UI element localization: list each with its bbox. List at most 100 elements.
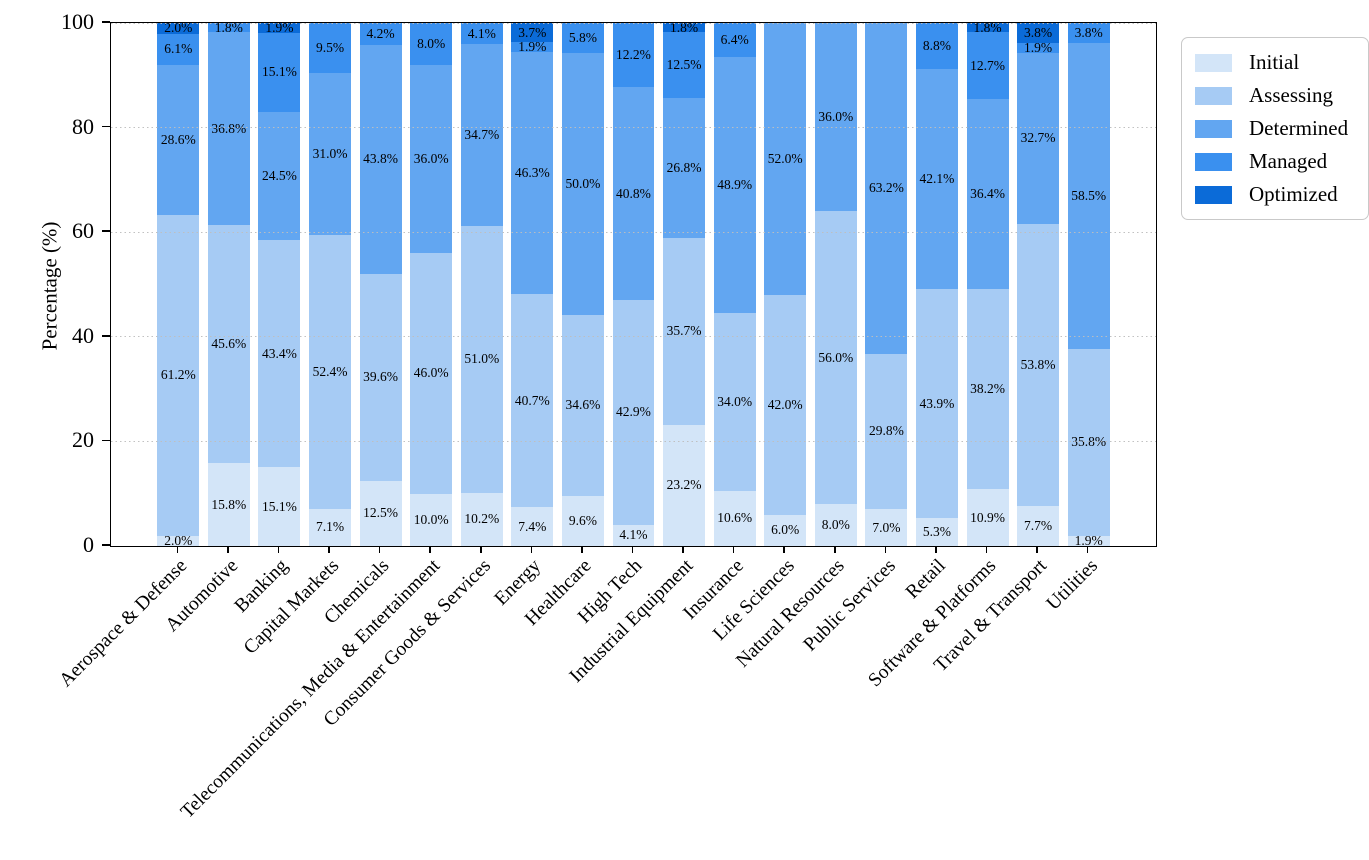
bar-segment-initial: 6.0% xyxy=(764,514,807,546)
bar-segment-assessing: 43.4% xyxy=(258,240,301,468)
bar-value-label: 23.2% xyxy=(666,477,702,493)
stacked-bar: 10.6% 34.0% 48.9% 6.4% xyxy=(713,23,756,546)
bar-slot: 1.9% 35.8% 58.5% 3.8% xyxy=(1063,23,1114,548)
legend-label: Initial xyxy=(1249,50,1300,74)
bar-segment-managed: 4.2% xyxy=(359,23,402,45)
bar-segment-managed: 3.8% xyxy=(1067,23,1110,43)
bar-value-label: 1.9% xyxy=(265,19,294,35)
bar-value-label: 12.5% xyxy=(363,505,399,521)
bar-segment-initial: 8.0% xyxy=(814,504,857,546)
bar-value-label: 63.2% xyxy=(868,180,904,196)
bar-segment-managed: 6.4% xyxy=(713,23,756,57)
stacked-bar: 6.0% 42.0% 52.0% xyxy=(764,23,807,546)
x-tick-mark xyxy=(429,546,431,553)
bar-segment-determined: 63.2% xyxy=(865,23,908,354)
legend-swatch xyxy=(1195,152,1232,171)
x-tick-mark xyxy=(480,546,482,553)
legend-item-initial: Initial xyxy=(1195,52,1348,73)
stacked-bar: 7.7% 53.8% 32.7% 1.9% 3.8% xyxy=(1017,23,1060,546)
bar-segment-initial: 10.6% xyxy=(713,490,756,546)
bar-value-label: 1.8% xyxy=(973,19,1002,35)
bar-value-label: 8.8% xyxy=(922,37,952,53)
bar-slot: 4.1% 42.9% 40.8% 12.2% xyxy=(608,23,659,546)
bar-value-label: 52.4% xyxy=(312,363,348,379)
bar-segment-initial: 7.7% xyxy=(1017,505,1060,546)
bar-segment-initial: 4.1% xyxy=(612,524,655,546)
y-tick-label: 100 xyxy=(61,9,94,34)
bar-segment-assessing: 35.8% xyxy=(1067,348,1110,537)
bar-value-label: 43.4% xyxy=(262,345,297,361)
bar-segment-optimized: 1.9% xyxy=(258,20,301,35)
bar-slot: 9.6% 34.6% 50.0% 5.8% xyxy=(558,23,609,546)
bar-value-label: 31.0% xyxy=(312,145,348,161)
bar-value-label: 34.6% xyxy=(565,397,601,413)
legend-item-managed: Managed xyxy=(1195,151,1348,172)
bar-segment-optimized: 1.8% xyxy=(663,20,706,34)
bar-value-label: 6.0% xyxy=(771,522,800,538)
bar-segment-assessing: 38.2% xyxy=(966,289,1009,489)
bar-value-label: 3.7% xyxy=(518,24,547,40)
bar-segment-determined: 50.0% xyxy=(561,53,604,315)
bar-value-label: 56.0% xyxy=(818,349,854,365)
bar-value-label: 10.6% xyxy=(717,510,753,526)
bar-slot: 5.3% 43.9% 42.1% 8.8% xyxy=(912,23,963,546)
bar-segment-initial: 7.0% xyxy=(865,509,908,546)
stacked-bar: 8.0% 56.0% 36.0% xyxy=(814,23,857,546)
bar-value-label: 45.6% xyxy=(211,336,247,352)
bar-segment-assessing: 40.7% xyxy=(511,294,554,508)
bar-segment-optimized: 3.8% xyxy=(1017,23,1060,43)
bar-segment-determined: 58.5% xyxy=(1067,42,1110,349)
y-tick-mark xyxy=(102,21,110,23)
bar-value-label: 34.0% xyxy=(717,393,753,409)
legend-item-optimized: Optimized xyxy=(1195,184,1348,205)
stacked-bar: 10.9% 38.2% 36.4% 12.7% 1.8% xyxy=(966,20,1009,546)
bar-slot: 10.0% 46.0% 36.0% 8.0% xyxy=(406,23,457,546)
x-tick-mark xyxy=(1036,546,1038,553)
y-axis-ticks: 0 20 40 60 80 100 xyxy=(0,11,110,556)
stacked-bar: 15.8% 45.6% 36.8% 1.8% xyxy=(207,20,250,546)
bar-slot: 8.0% 56.0% 36.0% xyxy=(811,23,862,546)
bar-segment-initial: 1.9% xyxy=(1067,533,1110,548)
bar-value-label: 42.1% xyxy=(919,170,955,186)
bar-value-label: 8.0% xyxy=(821,516,850,532)
bar-value-label: 1.9% xyxy=(518,39,547,55)
bar-slot: 10.2% 51.0% 34.7% 4.1% xyxy=(456,23,507,546)
bar-value-label: 9.6% xyxy=(568,512,597,528)
bar-slot: 7.4% 40.7% 46.3% 1.9% 3.7% xyxy=(507,23,558,546)
bar-value-label: 53.8% xyxy=(1020,356,1056,372)
stacked-bar: 7.0% 29.8% 63.2% xyxy=(865,23,908,546)
stacked-bar: 5.3% 43.9% 42.1% 8.8% xyxy=(915,23,958,546)
x-tick-mark xyxy=(884,546,887,553)
bar-value-label: 35.7% xyxy=(666,323,702,339)
x-tick-mark xyxy=(935,546,937,553)
bar-value-label: 1.9% xyxy=(1074,532,1103,548)
bar-value-label: 7.1% xyxy=(315,519,345,535)
bar-value-label: 3.8% xyxy=(1024,24,1053,40)
bar-value-label: 15.8% xyxy=(211,496,247,512)
bar-segment-managed: 12.5% xyxy=(663,32,706,98)
bar-segment-determined: 28.6% xyxy=(157,65,200,216)
bar-segment-determined: 26.8% xyxy=(663,97,706,238)
bar-value-label: 7.7% xyxy=(1024,517,1053,533)
plot-area: 2.0% 61.2% 28.6% 6.1% 2.0% 15.8% 45.6% 36.8% 1.8… xyxy=(110,20,1157,548)
bar-segment-managed: 5.8% xyxy=(561,23,604,54)
bar-slot: 7.1% 52.4% 31.0% 9.5% xyxy=(305,23,356,546)
bar-value-label: 58.5% xyxy=(1071,187,1107,203)
bar-segment-assessing: 56.0% xyxy=(814,211,857,505)
legend-item-assessing: Assessing xyxy=(1195,85,1348,106)
bar-slot: 12.5% 39.6% 43.8% 4.2% xyxy=(355,23,406,546)
bar-segment-managed: 15.1% xyxy=(258,32,301,112)
bar-slot: 7.0% 29.8% 63.2% xyxy=(861,23,912,546)
bar-value-label: 6.1% xyxy=(164,41,193,57)
bar-segment-determined: 31.0% xyxy=(309,72,351,235)
stacked-bar: 4.1% 42.9% 40.8% 12.2% xyxy=(612,23,655,546)
stacked-bar: 10.0% 46.0% 36.0% 8.0% xyxy=(410,23,453,546)
bar-value-label: 48.9% xyxy=(717,176,753,192)
stacked-bar: 1.9% 35.8% 58.5% 3.8% xyxy=(1067,23,1110,548)
bar-value-label: 9.5% xyxy=(315,39,345,55)
bar-segment-determined: 36.4% xyxy=(966,98,1009,290)
bar-value-label: 38.2% xyxy=(970,381,1005,397)
bar-value-label: 1.8% xyxy=(670,19,699,35)
y-tick-mark xyxy=(102,544,110,546)
